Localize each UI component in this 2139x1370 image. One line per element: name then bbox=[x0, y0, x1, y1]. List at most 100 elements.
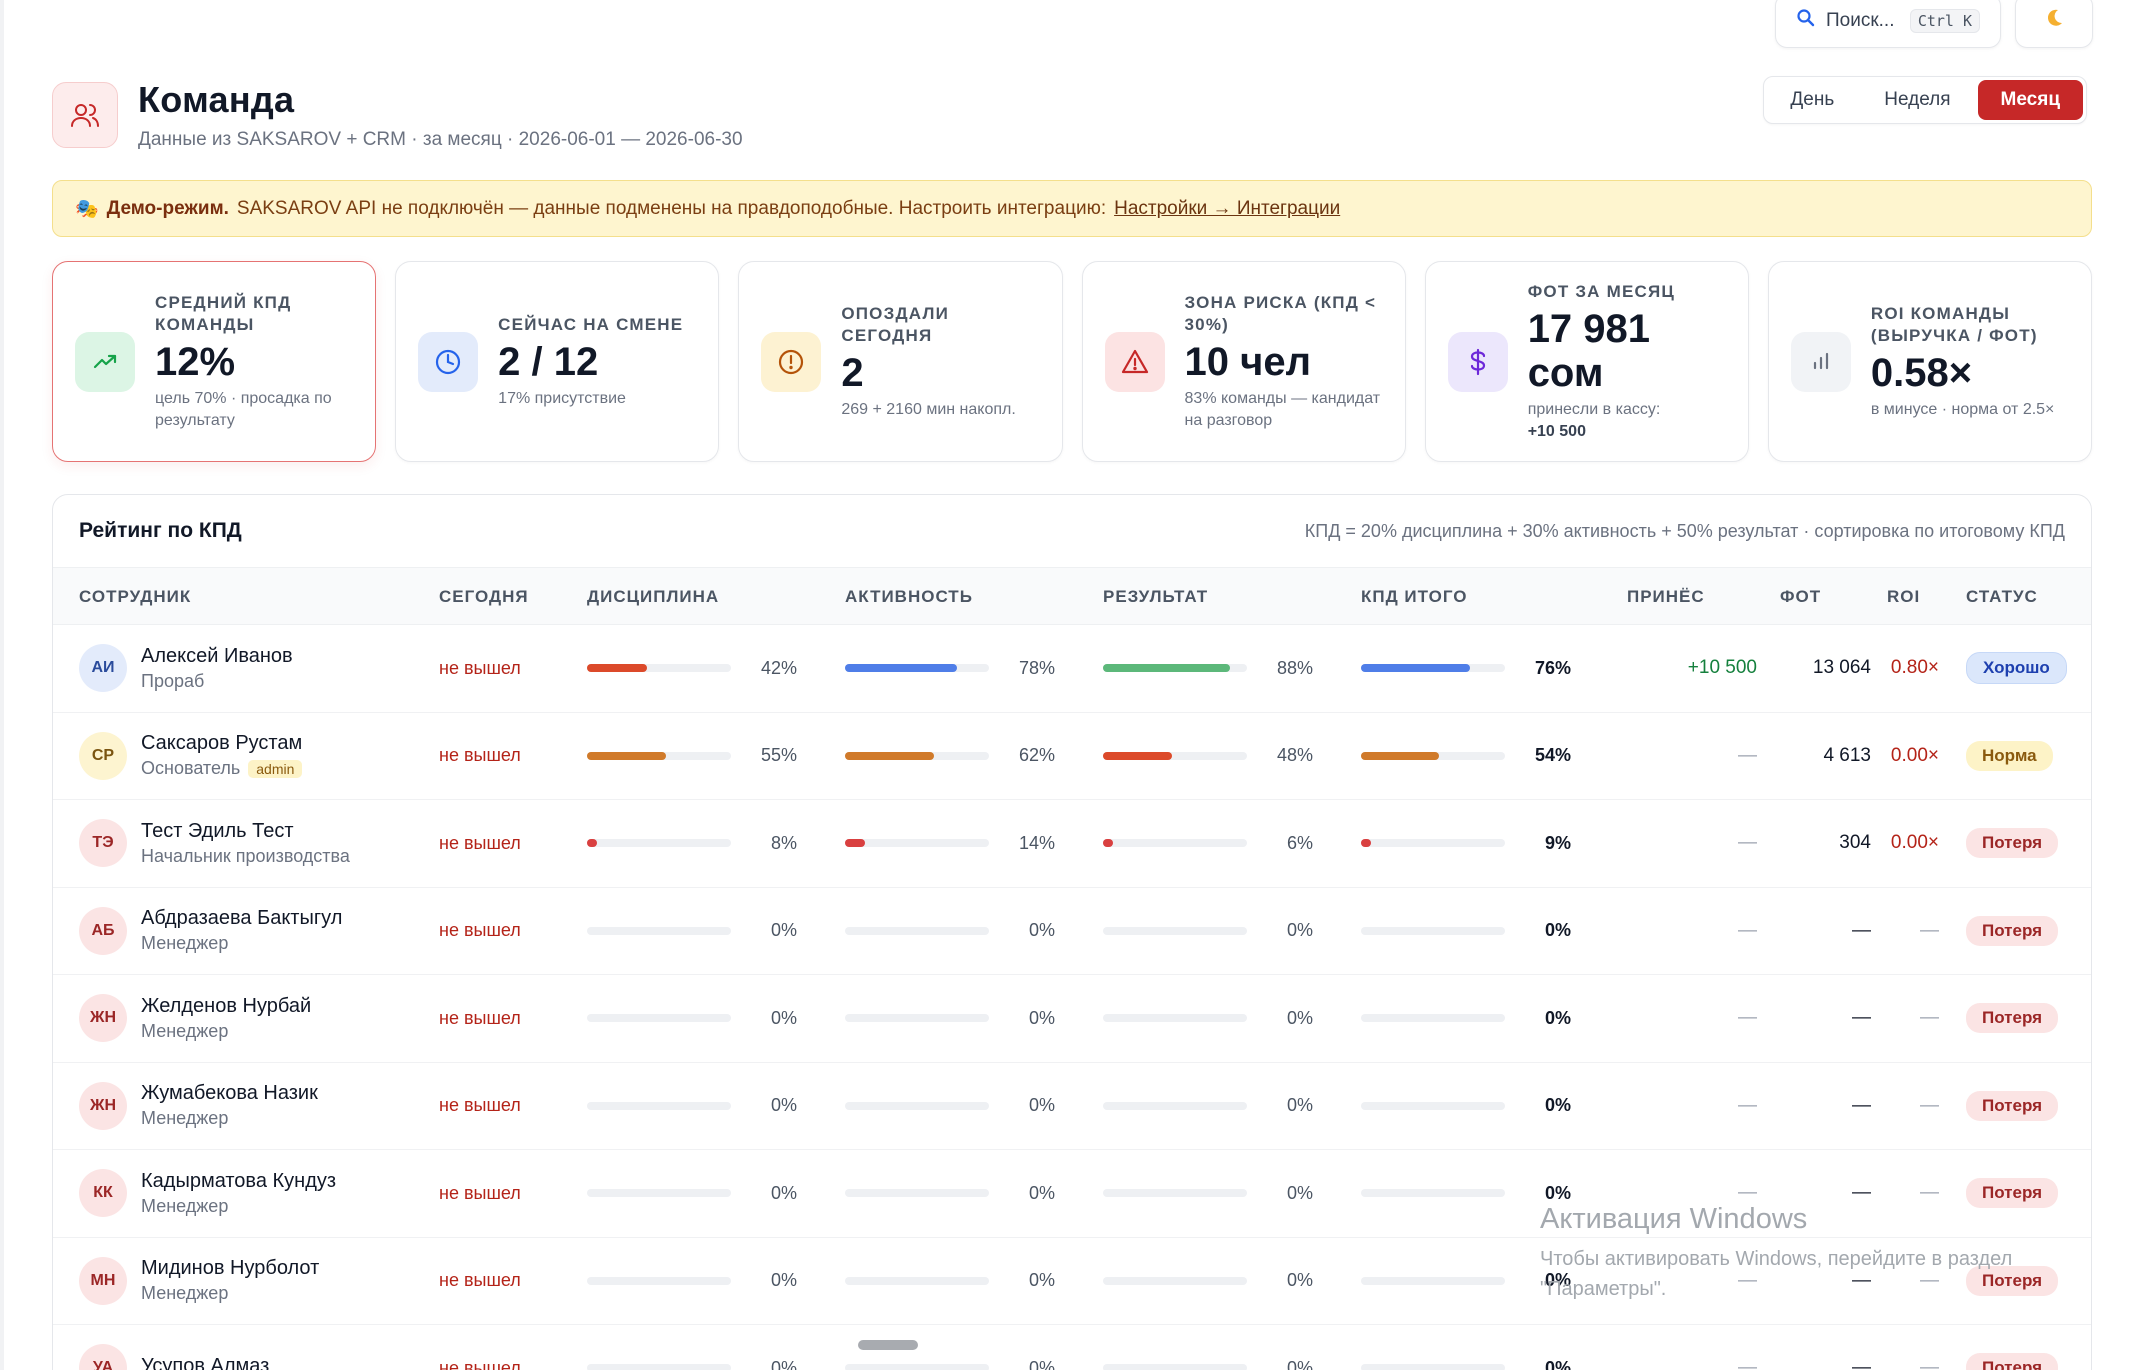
kpi-card-late-today[interactable]: Опоздали сегодня 2 269 + 2160 мин накопл… bbox=[738, 261, 1063, 462]
activity-cell: 0% bbox=[845, 1325, 1055, 1370]
employee-name[interactable]: Желденов Нурбай bbox=[141, 994, 312, 1017]
table-row[interactable]: ЖН Желденов Нурбай Менеджер не вышел 0% … bbox=[53, 975, 2091, 1063]
col-brought[interactable]: Принёс bbox=[1627, 587, 1705, 606]
employee-name[interactable]: Усупов Алмаз bbox=[141, 1355, 270, 1370]
discipline-bar bbox=[587, 1189, 731, 1198]
discipline-cell: 0% bbox=[587, 975, 797, 1062]
kpd-cell: 54% bbox=[1361, 713, 1571, 800]
employee-cell: АБ Абдразаева Бактыгул Менеджер bbox=[79, 888, 342, 975]
kpd-bar-fill bbox=[1361, 751, 1439, 760]
kpi-cards: Средний КПД команды 12% цель 70% · проса… bbox=[52, 261, 2093, 462]
col-activity[interactable]: Активность bbox=[845, 587, 973, 606]
kpi-card-risk-zone[interactable]: Зона риска (КПД < 30%) 10 чел 83% команд… bbox=[1081, 261, 1406, 462]
col-fot[interactable]: ФОТ bbox=[1780, 587, 1822, 606]
top-utility-bar: Поиск... Ctrl K bbox=[1775, 0, 2093, 48]
kpd-bar bbox=[1361, 1014, 1505, 1023]
discipline-bar bbox=[587, 664, 731, 673]
period-day-button[interactable]: День bbox=[1790, 89, 1835, 110]
employee-name[interactable]: Тест Эдиль Тест bbox=[141, 819, 294, 842]
employee-role: Основатель bbox=[141, 758, 241, 779]
col-kpd[interactable]: КПД итого bbox=[1361, 587, 1468, 606]
status-badge[interactable]: Потеря bbox=[1966, 1353, 2059, 1370]
status-badge[interactable]: Потеря bbox=[1966, 1090, 2059, 1121]
activity-cell: 62% bbox=[845, 713, 1055, 800]
employee-name[interactable]: Алексей Иванов bbox=[141, 644, 293, 667]
table-row[interactable]: МН Мидинов Нурболот Менеджер не вышел 0%… bbox=[53, 1238, 2091, 1325]
discipline-value: 0% bbox=[770, 1095, 797, 1116]
employee-role: Менеджер bbox=[141, 1283, 229, 1304]
roi-value: — bbox=[1920, 1269, 1939, 1291]
col-roi[interactable]: ROI bbox=[1887, 587, 1921, 606]
kpi-label: Зона риска (КПД < 30%) bbox=[1184, 292, 1377, 334]
theme-toggle-button[interactable] bbox=[2015, 0, 2093, 48]
alert-circle-icon bbox=[761, 331, 822, 392]
result-bar bbox=[1103, 664, 1247, 673]
result-bar bbox=[1103, 1276, 1247, 1285]
col-employee[interactable]: Сотрудник bbox=[79, 587, 192, 606]
table-row[interactable]: АБ Абдразаева Бактыгул Менеджер не вышел… bbox=[53, 888, 2091, 975]
kpi-label: Сейчас на смене bbox=[498, 314, 684, 334]
integrations-link[interactable]: Настройки → Интеграции bbox=[1114, 197, 1341, 219]
kpd-value: 0% bbox=[1544, 1095, 1571, 1116]
result-bar-fill bbox=[1103, 839, 1113, 848]
result-value: 88% bbox=[1276, 657, 1313, 678]
horizontal-scrollbar[interactable] bbox=[858, 1340, 918, 1350]
kpd-value: 0% bbox=[1544, 920, 1571, 941]
today-status: не вышел bbox=[439, 1007, 521, 1028]
col-today[interactable]: Сегодня bbox=[439, 587, 529, 606]
kpd-cell: 0% bbox=[1361, 1063, 1571, 1150]
discipline-value: 0% bbox=[770, 1357, 797, 1370]
today-status: не вышел bbox=[439, 657, 521, 678]
result-cell: 88% bbox=[1103, 625, 1313, 712]
kpd-cell: 0% bbox=[1361, 1150, 1571, 1237]
table-row[interactable]: ЖН Жумабекова Назик Менеджер не вышел 0%… bbox=[53, 1063, 2091, 1150]
kpd-value: 0% bbox=[1544, 1007, 1571, 1028]
demo-banner-bold: Демо-режим. bbox=[106, 197, 229, 219]
employee-name[interactable]: Жумабекова Назик bbox=[141, 1082, 318, 1105]
employee-name[interactable]: Абдразаева Бактыгул bbox=[141, 907, 343, 930]
status-cell: Норма bbox=[1966, 713, 2053, 800]
employee-name[interactable]: Саксаров Рустам bbox=[141, 732, 303, 755]
discipline-bar bbox=[587, 1014, 731, 1023]
status-badge[interactable]: Потеря bbox=[1966, 1265, 2059, 1296]
result-bar-fill bbox=[1103, 664, 1230, 673]
activity-value: 0% bbox=[1028, 1182, 1055, 1203]
search-shortcut: Ctrl K bbox=[1909, 9, 1980, 33]
col-result[interactable]: Результат bbox=[1103, 587, 1209, 606]
page-title: Команда bbox=[138, 79, 295, 120]
table-row[interactable]: ТЭ Тест Эдиль Тест Начальник производств… bbox=[53, 800, 2091, 888]
brought-value: — bbox=[1738, 1182, 1757, 1204]
employee-role-line: Основатель admin bbox=[141, 758, 303, 779]
table-row[interactable]: УА Усупов Алмаз не вышел 0% 0% 0% 0% — bbox=[53, 1325, 2091, 1370]
status-badge[interactable]: Потеря bbox=[1966, 828, 2059, 859]
period-week-button[interactable]: Неделя bbox=[1884, 89, 1951, 110]
kpi-sub: 269 + 2160 мин накопл. bbox=[841, 400, 1016, 418]
demo-banner: 🎭 Демо-режим. SAKSAROV API не подключён … bbox=[52, 180, 2092, 237]
kpi-card-avg-kpd[interactable]: Средний КПД команды 12% цель 70% · проса… bbox=[52, 261, 377, 462]
search-button[interactable]: Поиск... Ctrl K bbox=[1775, 0, 2001, 48]
dollar-icon bbox=[1447, 331, 1508, 392]
employee-name[interactable]: Кадырматова Кундуз bbox=[141, 1169, 337, 1192]
status-badge[interactable]: Потеря bbox=[1966, 915, 2059, 946]
fot-value: — bbox=[1852, 1007, 1871, 1029]
kpi-label: ФОТ за месяц bbox=[1527, 281, 1675, 301]
employee-cell: ТЭ Тест Эдиль Тест Начальник производств… bbox=[79, 800, 350, 887]
status-badge[interactable]: Хорошо bbox=[1966, 652, 2067, 685]
kpi-card-payroll[interactable]: ФОТ за месяц 17 981 сом принесли в кассу… bbox=[1424, 261, 1749, 462]
status-badge[interactable]: Норма bbox=[1966, 740, 2053, 771]
table-row[interactable]: КК Кадырматова Кундуз Менеджер не вышел … bbox=[53, 1150, 2091, 1238]
kpi-card-on-shift[interactable]: Сейчас на смене 2 / 12 17% присутствие bbox=[395, 261, 720, 462]
col-discipline[interactable]: Дисциплина bbox=[587, 587, 720, 606]
kpi-card-roi[interactable]: ROI команды (выручка / ФОТ) 0.58× в мину… bbox=[1767, 261, 2093, 462]
col-status[interactable]: Статус bbox=[1966, 587, 2038, 606]
roi-value: 0.00× bbox=[1890, 832, 1939, 854]
table-row[interactable]: СР Саксаров Рустам Основатель admin не вы… bbox=[53, 713, 2091, 800]
employee-name[interactable]: Мидинов Нурболот bbox=[141, 1257, 320, 1280]
status-badge[interactable]: Потеря bbox=[1966, 1178, 2059, 1209]
employee-role-line: Начальник производства bbox=[141, 846, 350, 867]
table-row[interactable]: АИ Алексей Иванов Прораб не вышел 42% 78… bbox=[53, 625, 2091, 713]
period-month-button[interactable]: Месяц bbox=[1977, 80, 2083, 120]
discipline-cell: 55% bbox=[587, 713, 797, 800]
activity-bar bbox=[845, 1364, 989, 1370]
status-badge[interactable]: Потеря bbox=[1966, 1003, 2059, 1034]
